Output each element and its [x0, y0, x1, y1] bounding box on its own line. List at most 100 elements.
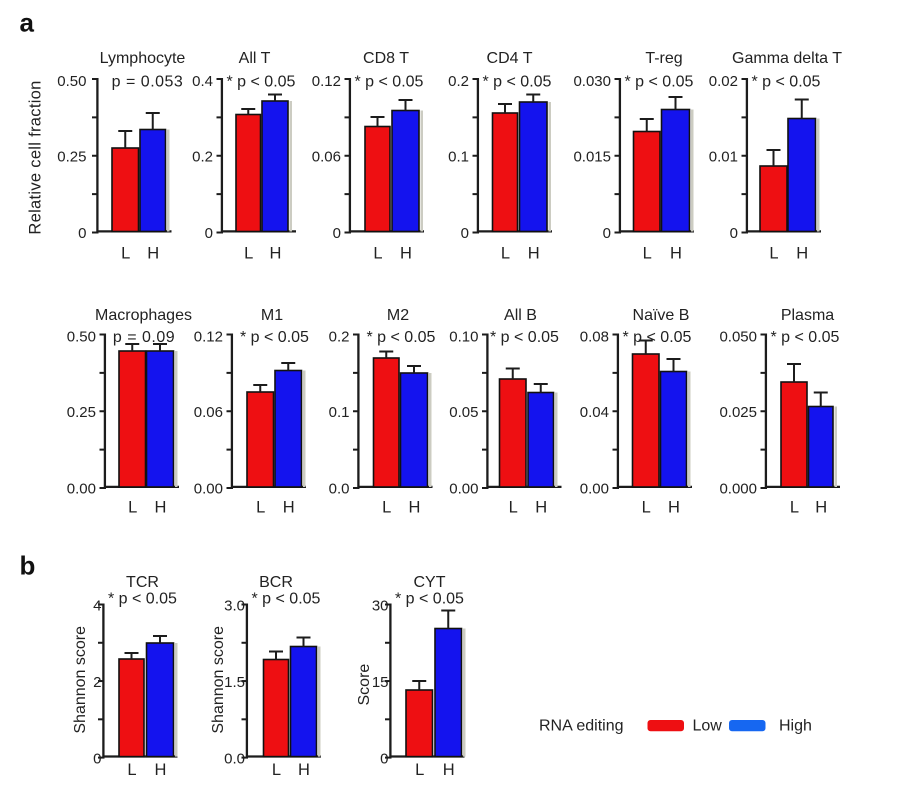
- svg-text:Shannon score: Shannon score: [210, 626, 227, 734]
- svg-text:4: 4: [93, 598, 101, 615]
- svg-text:L: L: [244, 245, 253, 263]
- svg-text:Score: Score: [356, 664, 373, 706]
- svg-text:0.1: 0.1: [329, 404, 350, 421]
- svg-text:* p < 0.05: * p < 0.05: [490, 329, 559, 346]
- svg-text:0.50: 0.50: [57, 73, 86, 90]
- svg-text:* p < 0.05: * p < 0.05: [771, 329, 840, 346]
- svg-text:H: H: [298, 761, 310, 779]
- svg-text:2: 2: [93, 674, 101, 691]
- svg-text:0.030: 0.030: [573, 73, 611, 90]
- svg-text:H: H: [283, 499, 295, 517]
- svg-text:0.06: 0.06: [312, 149, 341, 166]
- svg-text:* p < 0.05: * p < 0.05: [625, 74, 694, 91]
- svg-text:0.25: 0.25: [67, 404, 96, 421]
- svg-text:* p < 0.05: * p < 0.05: [483, 74, 552, 91]
- svg-text:0.0: 0.0: [329, 481, 350, 498]
- svg-text:CYT: CYT: [414, 574, 446, 591]
- svg-text:0: 0: [205, 225, 213, 242]
- svg-text:0.01: 0.01: [709, 149, 738, 166]
- svg-text:0: 0: [93, 751, 101, 768]
- svg-text:0.1: 0.1: [448, 149, 469, 166]
- svg-text:L: L: [382, 499, 391, 517]
- svg-text:High: High: [779, 718, 812, 735]
- svg-text:0.50: 0.50: [67, 329, 96, 346]
- svg-text:Relative cell fraction: Relative cell fraction: [27, 80, 45, 234]
- svg-text:* p < 0.05: * p < 0.05: [367, 329, 436, 346]
- svg-text:a: a: [20, 8, 35, 38]
- svg-text:3.0: 3.0: [224, 598, 245, 615]
- svg-text:H: H: [528, 245, 540, 263]
- svg-text:b: b: [20, 551, 36, 581]
- svg-text:0.06: 0.06: [194, 404, 223, 421]
- svg-text:0.00: 0.00: [194, 481, 223, 498]
- svg-text:H: H: [668, 499, 680, 517]
- svg-text:* p < 0.05: * p < 0.05: [227, 74, 296, 91]
- svg-text:Naïve B: Naïve B: [633, 307, 690, 324]
- svg-text:p = 0.053: p = 0.053: [112, 74, 184, 91]
- svg-text:Shannon score: Shannon score: [72, 626, 89, 734]
- svg-text:Low: Low: [693, 718, 723, 735]
- svg-text:M1: M1: [261, 307, 283, 324]
- svg-text:H: H: [270, 245, 282, 263]
- svg-text:CD4 T: CD4 T: [487, 50, 533, 67]
- svg-text:* p < 0.05: * p < 0.05: [252, 591, 321, 608]
- svg-text:L: L: [415, 761, 424, 779]
- svg-text:p = 0.09: p = 0.09: [113, 329, 175, 346]
- svg-text:H: H: [409, 499, 421, 517]
- svg-text:0.0: 0.0: [224, 751, 245, 768]
- svg-text:Gamma delta T: Gamma delta T: [732, 50, 842, 67]
- svg-text:0.12: 0.12: [312, 73, 341, 90]
- svg-text:* p < 0.05: * p < 0.05: [240, 329, 309, 346]
- svg-text:* p < 0.05: * p < 0.05: [623, 329, 692, 346]
- svg-text:0.12: 0.12: [194, 329, 223, 346]
- svg-text:L: L: [127, 761, 136, 779]
- svg-text:0: 0: [333, 225, 341, 242]
- svg-text:0: 0: [461, 225, 469, 242]
- svg-text:L: L: [509, 499, 518, 517]
- svg-text:30: 30: [372, 598, 389, 615]
- svg-text:0.2: 0.2: [448, 73, 469, 90]
- svg-text:15: 15: [372, 674, 389, 691]
- svg-text:0.2: 0.2: [329, 329, 350, 346]
- svg-text:0: 0: [603, 225, 611, 242]
- svg-text:L: L: [256, 499, 265, 517]
- svg-text:0.04: 0.04: [580, 404, 609, 421]
- svg-text:L: L: [121, 245, 130, 263]
- svg-text:0.4: 0.4: [192, 73, 213, 90]
- svg-text:0: 0: [380, 751, 388, 768]
- svg-text:L: L: [643, 245, 652, 263]
- svg-text:* p < 0.05: * p < 0.05: [752, 74, 821, 91]
- svg-text:CD8 T: CD8 T: [363, 50, 409, 67]
- svg-text:0.015: 0.015: [573, 149, 611, 166]
- svg-text:* p < 0.05: * p < 0.05: [395, 591, 464, 608]
- svg-text:H: H: [796, 245, 808, 263]
- svg-text:H: H: [815, 499, 827, 517]
- svg-text:M2: M2: [387, 307, 409, 324]
- svg-text:L: L: [769, 245, 778, 263]
- svg-text:L: L: [373, 245, 382, 263]
- svg-text:H: H: [155, 499, 167, 517]
- svg-text:0.00: 0.00: [67, 481, 96, 498]
- svg-text:H: H: [155, 761, 167, 779]
- svg-text:TCR: TCR: [126, 574, 159, 591]
- svg-text:0.00: 0.00: [580, 481, 609, 498]
- svg-text:H: H: [400, 245, 412, 263]
- svg-text:0.000: 0.000: [719, 481, 757, 498]
- svg-text:0.08: 0.08: [580, 329, 609, 346]
- svg-text:L: L: [642, 499, 651, 517]
- svg-text:0.05: 0.05: [449, 404, 478, 421]
- svg-text:H: H: [670, 245, 682, 263]
- svg-text:0.2: 0.2: [192, 149, 213, 166]
- svg-text:1.5: 1.5: [224, 674, 245, 691]
- svg-text:0.10: 0.10: [449, 329, 478, 346]
- svg-text:0.02: 0.02: [709, 73, 738, 90]
- svg-text:0.025: 0.025: [719, 404, 757, 421]
- svg-text:All T: All T: [239, 50, 271, 67]
- svg-text:0.050: 0.050: [719, 329, 757, 346]
- svg-text:L: L: [790, 499, 799, 517]
- svg-text:L: L: [128, 499, 137, 517]
- svg-text:0: 0: [730, 225, 738, 242]
- svg-text:RNA editing: RNA editing: [539, 718, 624, 735]
- svg-text:L: L: [272, 761, 281, 779]
- svg-text:* p < 0.05: * p < 0.05: [108, 591, 177, 608]
